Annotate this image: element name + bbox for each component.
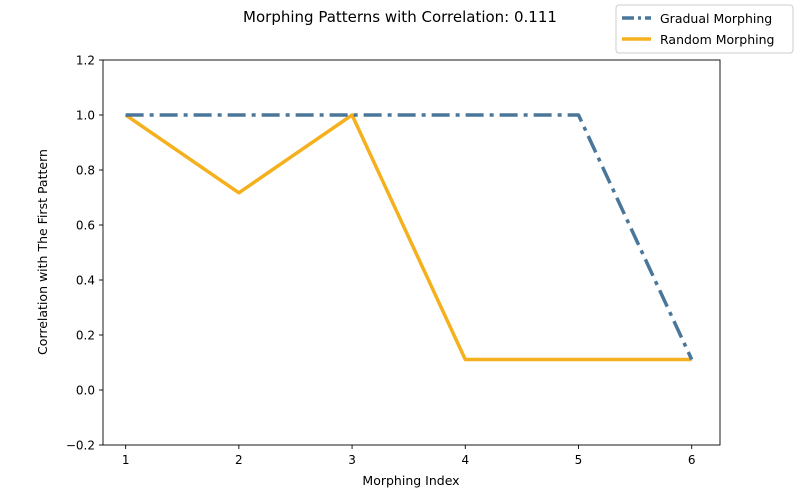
plot-frame	[102, 59, 721, 446]
x-tick-label: 3	[348, 453, 356, 467]
plot-background	[103, 60, 720, 445]
series-line-gradual-morphing	[125, 113, 694, 361]
plot-area	[102, 59, 721, 446]
y-tick-label: 0.8	[76, 164, 95, 178]
x-tick-label: 4	[461, 453, 469, 467]
y-tick-label: 0.0	[76, 384, 95, 398]
legend-label-gradual-morphing: Gradual Morphing	[660, 11, 772, 26]
legend: Gradual Morphing Random Morphing	[615, 4, 794, 54]
y-tick-label: 1.2	[76, 54, 95, 68]
x-tick-label: 5	[575, 453, 583, 467]
y-axis: −0.2 0.0 0.2 0.4 0.6 0.8 1.0 1.2	[66, 54, 103, 453]
x-tick-label: 2	[235, 453, 243, 467]
legend-label-random-morphing: Random Morphing	[660, 32, 774, 47]
legend-box	[615, 4, 794, 54]
y-tick-label: 1.0	[76, 109, 95, 123]
x-axis: 1 2 3 4 5 6	[122, 445, 696, 467]
chart-title: Morphing Patterns with Correlation: 0.11…	[243, 8, 557, 26]
series-line-random-morphing	[124, 113, 692, 362]
x-axis-label: Morphing Index	[362, 473, 459, 488]
x-tick-label: 1	[122, 453, 130, 467]
y-tick-label: 0.2	[76, 329, 95, 343]
series-layer	[124, 113, 694, 362]
y-tick-label: 0.4	[76, 274, 95, 288]
y-tick-label: −0.2	[66, 439, 95, 453]
y-axis-label: Correlation with The First Pattern	[35, 149, 50, 355]
x-tick-label: 6	[688, 453, 696, 467]
y-tick-label: 0.6	[76, 219, 95, 233]
